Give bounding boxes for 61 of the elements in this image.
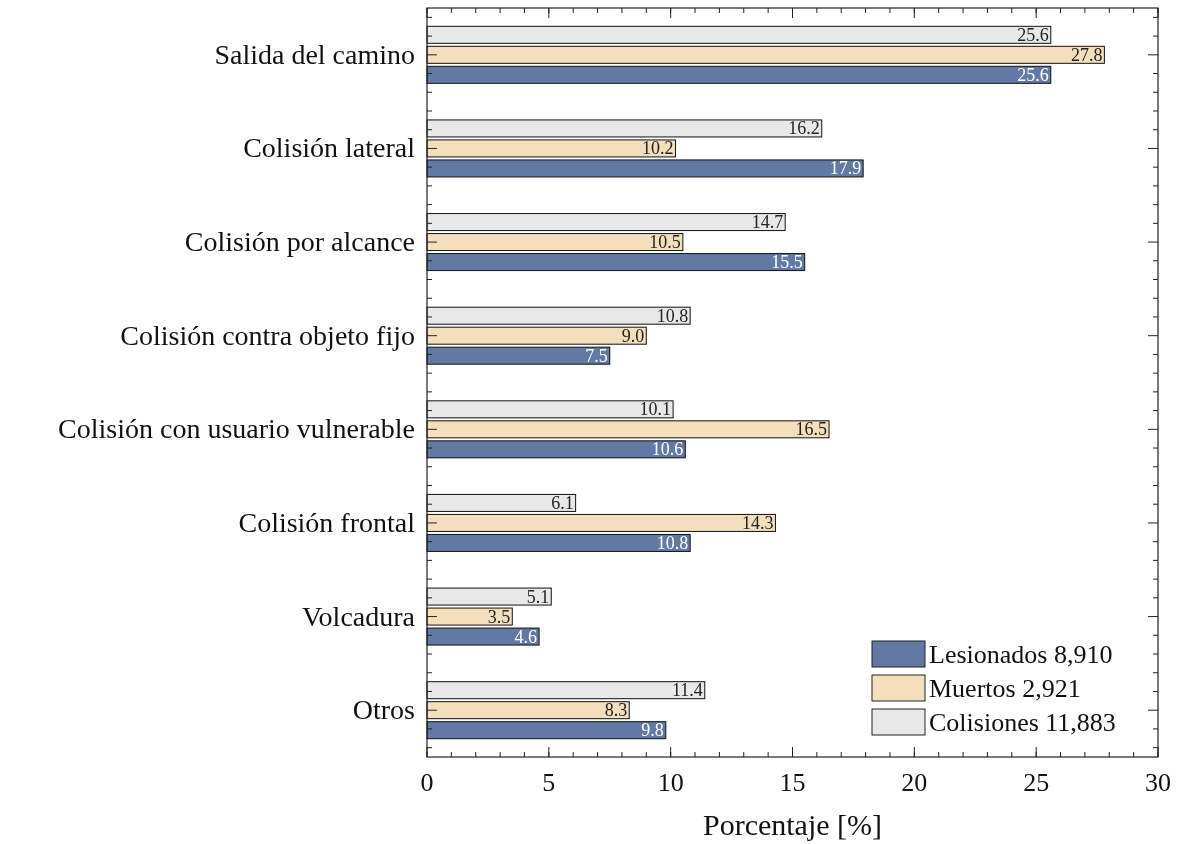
bar — [426, 326, 647, 345]
bar — [426, 233, 684, 252]
bar — [426, 701, 630, 720]
bar — [426, 213, 786, 232]
data-label: 27.8 — [1070, 44, 1103, 65]
data-label: 25.6 — [1017, 24, 1049, 45]
bar — [426, 420, 830, 439]
data-label: 8.3 — [604, 700, 628, 721]
data-label: 15.5 — [771, 252, 803, 273]
data-label: 14.7 — [751, 212, 784, 233]
y-tick-label: Colisión por alcance — [184, 226, 415, 258]
data-label: 10.8 — [656, 305, 689, 326]
x-tick-label: 0 — [420, 768, 434, 797]
y-tick-label: Colisión contra objeto fijo — [120, 319, 415, 351]
data-label: 6.1 — [551, 492, 574, 513]
data-label: 17.9 — [829, 158, 862, 179]
bar — [426, 306, 691, 325]
data-label: 10.5 — [649, 232, 681, 253]
data-label: 10.8 — [656, 532, 689, 553]
bar — [426, 493, 577, 512]
data-label: 10.6 — [651, 439, 684, 460]
data-label: 3.5 — [487, 606, 511, 627]
data-label: 4.6 — [514, 626, 538, 647]
bar — [426, 681, 706, 700]
legend-label: Lesionados 8,910 — [929, 640, 1113, 669]
y-tick-label: Volcadura — [302, 600, 416, 632]
data-label: 7.5 — [585, 345, 608, 366]
bar — [426, 513, 776, 532]
x-tick-label: 25 — [1023, 768, 1050, 797]
data-label: 5.1 — [526, 586, 550, 607]
bar — [426, 25, 1052, 44]
x-tick-label: 20 — [901, 768, 928, 797]
bar — [426, 65, 1052, 84]
bar — [426, 440, 686, 459]
x-tick-label: 5 — [542, 768, 556, 797]
y-tick-label: Colisión lateral — [243, 132, 416, 164]
data-label: 11.4 — [671, 680, 703, 701]
legend-label: Muertos 2,921 — [929, 674, 1081, 703]
bar — [426, 45, 1105, 64]
x-axis-title: Porcentaje [%] — [702, 808, 883, 841]
bar — [426, 533, 691, 552]
bar — [426, 721, 667, 740]
data-label: 16.5 — [795, 419, 828, 440]
data-label: 16.2 — [788, 118, 820, 139]
bar — [426, 400, 674, 419]
y-tick-label: Colisión frontal — [238, 506, 416, 538]
legend-label: Colisiones 11,883 — [929, 708, 1116, 737]
x-tick-label: 15 — [779, 768, 806, 797]
y-tick-label: Otros — [352, 694, 415, 726]
y-tick-label: Salida del camino — [214, 38, 415, 70]
data-label: 10.2 — [642, 138, 674, 159]
data-label: 25.6 — [1017, 64, 1049, 85]
data-label: 10.1 — [639, 399, 672, 420]
x-tick-label: 10 — [657, 768, 684, 797]
y-tick-label: Colisión con usuario vulnerable — [58, 413, 415, 445]
x-tick-label: 30 — [1145, 768, 1171, 797]
data-label: 14.3 — [741, 512, 774, 533]
bar — [426, 253, 806, 272]
data-label: 9.8 — [641, 720, 664, 741]
bar — [426, 346, 611, 365]
data-label: 9.0 — [621, 325, 645, 346]
